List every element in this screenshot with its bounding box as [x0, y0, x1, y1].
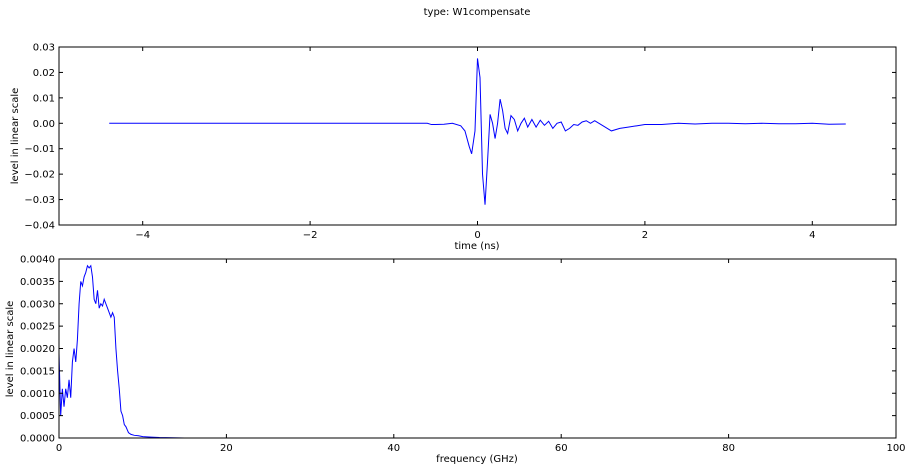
frequency-domain-y-tick-label: 0.0010 — [20, 389, 55, 400]
frequency-domain-y-axis-label: level in linear scale — [5, 301, 16, 397]
frequency-domain-x-tick-label: 80 — [722, 443, 735, 454]
time-domain-y-tick-label: −0.02 — [24, 170, 55, 181]
frequency-domain-x-axis-label: frequency (GHz) — [436, 454, 518, 465]
time-domain-plot-frame — [58, 46, 897, 226]
time-domain-x-tick-label: −4 — [135, 230, 150, 241]
time-domain-y-tick-label: −0.03 — [24, 195, 55, 206]
frequency-domain-x-tick-label: 40 — [387, 443, 400, 454]
time-domain-x-tick-label: 4 — [809, 230, 815, 241]
frequency-domain-y-tick-label: 0.0015 — [20, 366, 55, 377]
frequency-domain-y-tick-label: 0.0030 — [20, 299, 55, 310]
time-domain-y-tick-label: 0.03 — [33, 43, 55, 54]
frequency-domain-y-tick-label: 0.0040 — [20, 255, 55, 266]
frequency-domain-y-tick-label: 0.0000 — [20, 434, 55, 445]
frequency-domain-spectrum-line — [58, 264, 896, 439]
time-domain-y-tick-label: 0.02 — [33, 68, 55, 79]
frequency-domain-y-ticks: 0.0000 0.0005 0.0010 0.0015 0.0020 0.0025 0.00… — [20, 255, 896, 445]
time-domain-y-tick-label: −0.01 — [24, 144, 55, 155]
frequency-domain-y-tick-label: 0.0020 — [20, 344, 55, 355]
frequency-domain-axes: 0 20 40 60 80 100 0.00000.00050.00100.00150.0… — [5, 255, 906, 466]
frequency-domain-y-tick-label: 0.0025 — [20, 322, 55, 333]
time-domain-x-tick-label: 2 — [642, 230, 648, 241]
frequency-domain-x-tick-label: 20 — [220, 443, 233, 454]
frequency-domain-x-ticks: 0 20 40 60 80 100 — [56, 259, 906, 454]
frequency-domain-plot-frame — [58, 258, 897, 439]
time-domain-y-tick-label: 0.00 — [33, 119, 55, 130]
frequency-domain-y-tick-label: 0.0035 — [20, 277, 55, 288]
time-domain-y-ticks: −0.04 −0.03 −0.02 −0.01 0.00 0.01 0.02 0.03 — [24, 43, 896, 232]
frequency-domain-x-tick-label: 100 — [886, 443, 905, 454]
time-domain-y-axis-label: level in linear scale — [10, 88, 21, 184]
time-domain-y-tick-label: 0.01 — [33, 93, 55, 104]
frequency-domain-y-tick-label: 0.0005 — [20, 411, 55, 422]
figure-title: type: W1compensate — [424, 7, 531, 18]
frequency-domain-x-tick-label: 60 — [555, 443, 568, 454]
time-domain-axes: −4 −2 0 2 4 −0.04 −0.03 −0.02 −0.01 0.00 0.01 0.02… — [10, 43, 897, 252]
time-domain-x-ticks: −4 −2 0 2 4 — [135, 47, 815, 241]
time-domain-signal-line — [109, 58, 846, 205]
time-domain-x-tick-label: 0 — [474, 230, 480, 241]
time-domain-x-tick-label: −2 — [303, 230, 318, 241]
time-domain-y-tick-label: −0.04 — [24, 221, 55, 232]
frequency-domain-x-tick-label: 0 — [56, 443, 62, 454]
time-domain-x-axis-label: time (ns) — [454, 241, 499, 252]
